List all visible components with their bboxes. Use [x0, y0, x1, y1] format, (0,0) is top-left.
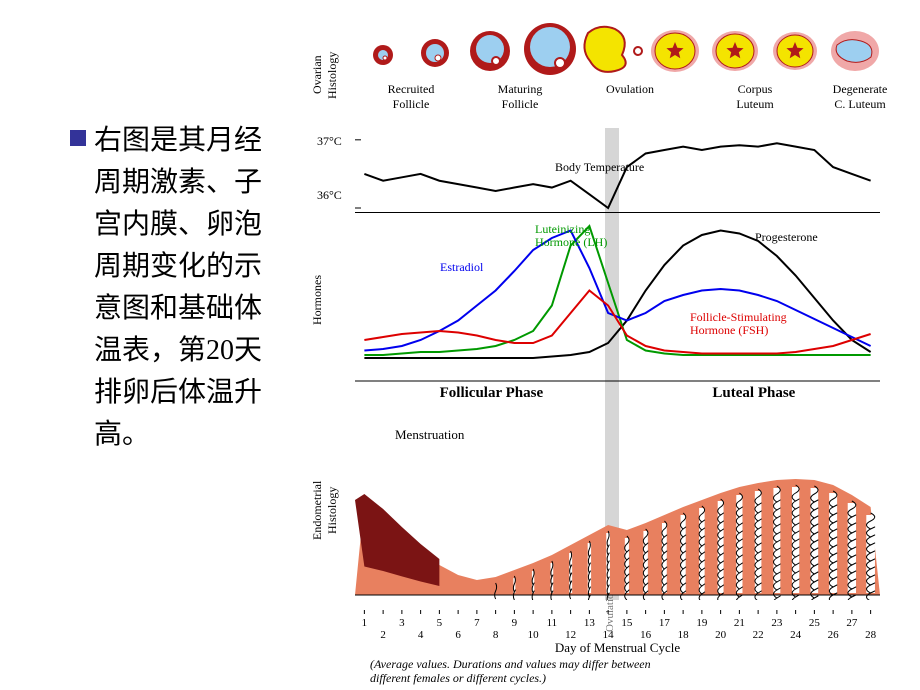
hormones-label: Hormones	[310, 250, 325, 350]
endometrial-panel: Menstruation	[355, 425, 880, 600]
svg-text:27: 27	[846, 617, 858, 629]
body-temp-label: Body Temperature	[555, 160, 644, 175]
estradiol-label: Estradiol	[440, 261, 483, 274]
svg-text:4: 4	[418, 629, 424, 640]
svg-text:11: 11	[547, 617, 558, 629]
svg-text:19: 19	[696, 617, 708, 629]
follicle-stage-label: RecruitedFollicle	[366, 82, 456, 112]
temp-tick-37: 37°C	[317, 134, 342, 149]
svg-text:12: 12	[565, 629, 576, 640]
phase-labels: Follicular Phase Luteal Phase	[355, 385, 880, 415]
svg-text:1: 1	[362, 617, 368, 629]
footnote: (Average values. Durations and values ma…	[370, 658, 880, 686]
bullet-marker	[70, 130, 86, 146]
follicle-stage-label: MaturingFollicle	[475, 82, 565, 112]
svg-text:2: 2	[380, 629, 386, 640]
svg-text:16: 16	[640, 629, 652, 640]
svg-text:7: 7	[474, 617, 480, 629]
svg-text:24: 24	[790, 629, 802, 640]
x-axis-label: Day of Menstrual Cycle	[355, 640, 880, 656]
svg-text:5: 5	[437, 617, 443, 629]
svg-text:17: 17	[659, 617, 671, 629]
x-axis: 1234567891011121314151617181920212223242…	[355, 610, 880, 640]
svg-text:14: 14	[603, 629, 615, 640]
svg-text:22: 22	[753, 629, 764, 640]
svg-text:20: 20	[715, 629, 727, 640]
follicle-stage-label: CorpusLuteum	[710, 82, 800, 112]
luteal-phase-label: Luteal Phase	[712, 385, 795, 415]
progesterone-label: Progesterone	[755, 231, 818, 244]
svg-text:9: 9	[512, 617, 518, 629]
ovarian-histology-label: OvarianHistology	[310, 30, 340, 120]
svg-text:3: 3	[399, 617, 405, 629]
svg-text:18: 18	[678, 629, 690, 640]
svg-text:28: 28	[865, 629, 877, 640]
temp-tick-36: 36°C	[317, 188, 342, 203]
fsh-label: Follicle-StimulatingHormone (FSH)	[690, 311, 787, 337]
svg-text:13: 13	[584, 617, 596, 629]
follicle-stages-svg	[355, 15, 885, 83]
svg-text:10: 10	[528, 629, 540, 640]
svg-text:26: 26	[828, 629, 840, 640]
follicular-phase-label: Follicular Phase	[440, 385, 543, 415]
endometrial-histology-label: EndometrialHistology	[310, 450, 340, 570]
menstrual-cycle-diagram: OvarianHistology Hormones EndometrialHis…	[310, 10, 900, 680]
svg-text:15: 15	[621, 617, 633, 629]
endometrial-histology	[355, 425, 880, 600]
x-axis-ticks: 1234567891011121314151617181920212223242…	[355, 610, 880, 640]
follicle-stage-label: Ovulation	[585, 82, 675, 97]
svg-text:6: 6	[455, 629, 461, 640]
follicle-stage-label: DegenerateC. Luteum	[815, 82, 905, 112]
svg-text:21: 21	[734, 617, 745, 629]
hormone-panel: Estradiol LuteinizingHormone (LH) Progeste…	[355, 213, 880, 383]
svg-text:25: 25	[809, 617, 821, 629]
slide-text: 右图是其月经周期激素、子宫内膜、卵泡周期变化的示意图和基础体温表，第20天排卵后…	[94, 120, 280, 456]
temperature-panel: 37°C 36°C Body Temperature	[355, 128, 880, 213]
svg-text:8: 8	[493, 629, 499, 640]
lh-label: LuteinizingHormone (LH)	[535, 223, 607, 249]
menstruation-label: Menstruation	[395, 427, 464, 443]
svg-text:23: 23	[771, 617, 783, 629]
